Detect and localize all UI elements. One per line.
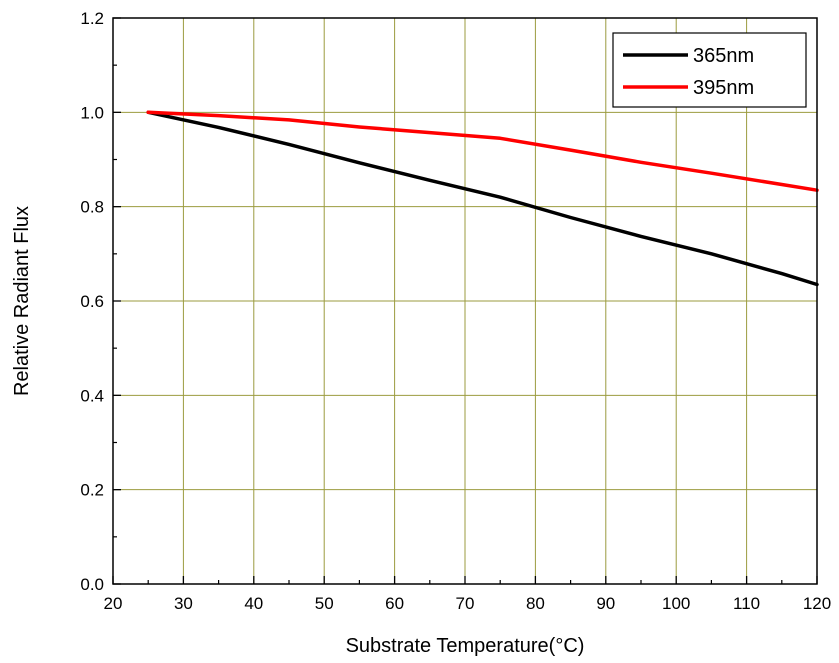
x-tick-label: 50 [315,594,334,613]
x-tick-label: 20 [104,594,123,613]
x-tick-label: 80 [526,594,545,613]
series-layer [146,110,819,287]
x-tick-label: 40 [244,594,263,613]
x-tick-label: 100 [662,594,690,613]
x-tick-label: 90 [596,594,615,613]
x-tick-label: 120 [803,594,831,613]
legend-label-395nm: 395nm [693,77,754,99]
x-tick-label: 30 [174,594,193,613]
legend-box [612,32,807,108]
legend-label-365nm: 365nm [693,45,754,67]
grid [113,18,817,584]
tick-labels: 20 30 40 50 60 70 80 90 100 110 120 0.0 0.2 0.4 0.6 0.8… [80,9,831,613]
ticks [112,17,818,585]
y-tick-label: 1.2 [80,9,104,28]
x-tick-label: 110 [733,594,760,613]
y-tick-label: 0.6 [80,292,104,311]
series-line-395nm [146,110,819,192]
x-axis-label: Substrate Temperature(°C) [346,635,585,657]
x-tick-label: 60 [385,594,404,613]
y-axis-label: Relative Radiant Flux [11,206,33,396]
y-tick-label: 0.8 [80,198,104,217]
y-tick-label: 0.4 [80,386,104,405]
legend: 365nm 395nm [612,32,807,108]
y-tick-label: 0.0 [80,575,104,594]
x-tick-label: 70 [456,594,475,613]
y-tick-label: 0.2 [80,481,104,500]
series-line-365nm [146,110,819,287]
y-tick-label: 1.0 [80,103,104,122]
